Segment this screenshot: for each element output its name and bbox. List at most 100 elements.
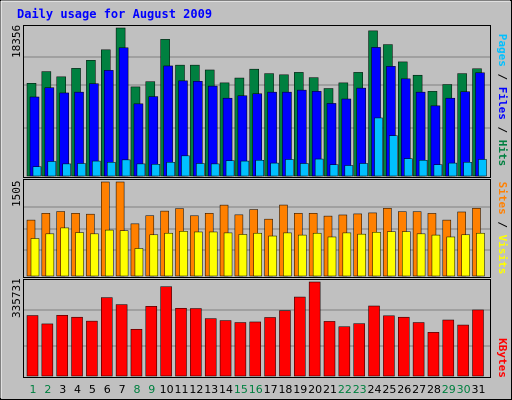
hits-pages-bar-day-26	[404, 158, 413, 177]
hits-pages-bar-day-1	[32, 166, 42, 177]
hits-pages-bar-day-12	[196, 163, 205, 177]
day-label-27: 27	[412, 383, 426, 396]
hits-files-bar-day-1	[29, 96, 40, 177]
visits-sites-bar-day-25	[387, 231, 396, 277]
files-legend-label: Files	[496, 87, 509, 120]
hits-pages-bar-day-17	[270, 162, 279, 177]
day-label-8: 8	[133, 383, 140, 396]
hits-pages-bar-day-27	[418, 160, 428, 177]
visits-sites-bar-day-17	[268, 235, 277, 277]
visits-sites-bar-day-23	[357, 233, 366, 277]
day-label-1: 1	[30, 383, 37, 396]
visits-sites-bar-day-31	[476, 232, 485, 277]
day-label-22: 22	[338, 383, 352, 396]
hits-files-bar-day-10	[163, 65, 173, 177]
hits-files-bar-day-12	[193, 81, 203, 177]
hits-max-label: 18356	[10, 25, 23, 58]
hits-pages-bar-day-9	[151, 164, 161, 177]
day-label-24: 24	[368, 383, 382, 396]
visits-sites-bar-day-24	[372, 232, 381, 277]
day-label-15: 15	[234, 383, 248, 396]
hits-pages-bar-day-31	[478, 159, 487, 177]
visits-sites-bar-day-4	[75, 232, 84, 277]
day-label-5: 5	[89, 383, 96, 396]
hits-pages-bar-day-18	[285, 159, 294, 177]
visits-sites-bar-day-3	[60, 227, 69, 277]
hits-pages-bar-day-8	[136, 163, 146, 177]
kbytes-kbytes-bar-day-22	[338, 326, 351, 377]
kbytes-kbytes-bar-day-4	[71, 316, 83, 377]
kbytes-kbytes-bar-day-20	[308, 281, 321, 377]
sites-legend-label: Sites	[496, 182, 509, 215]
kbytes-kbytes-bar-day-14	[219, 320, 232, 377]
day-label-31: 31	[472, 383, 486, 396]
day-label-16: 16	[249, 383, 263, 396]
hits-pages-bar-day-4	[77, 163, 86, 177]
kbytes-kbytes-bar-day-2	[41, 323, 54, 377]
kbytes-kbytes-bar-day-8	[130, 328, 143, 377]
day-label-30: 30	[457, 383, 471, 396]
visits-sites-bar-day-12	[194, 231, 203, 277]
day-label-20: 20	[308, 383, 322, 396]
visits-sites-bar-day-19	[298, 234, 307, 277]
hits-legend: Pages / Files / Hits	[496, 34, 509, 167]
visits-sites-bar-day-15	[238, 234, 248, 277]
visits-sites-bar-day-20	[312, 232, 322, 277]
kbytes-kbytes-bar-day-19	[294, 296, 306, 377]
visits-max-label: 1505	[10, 181, 23, 208]
visits-sites-bar-day-10	[164, 232, 173, 277]
hits-pages-bar-day-15	[240, 160, 250, 177]
kbytes-kbytes-bar-day-31	[472, 309, 484, 377]
hits-pages-bar-day-21	[329, 164, 339, 177]
hits-pages-bar-day-22	[344, 165, 354, 177]
hits-pages-bar-day-3	[62, 163, 71, 177]
visits-sites-bar-day-11	[179, 231, 188, 277]
kbytes-kbytes-bar-day-26	[398, 316, 410, 377]
day-labels: 1 2 3 4 5 6 7 8 9 10 11 12 13 14 15 16 17 18 19 20 21 22 23 24 2…	[30, 383, 486, 396]
hits-pages-bar-day-29	[448, 162, 458, 177]
kbytes-kbytes-bar-day-12	[190, 308, 202, 377]
kbytes-kbytes-bar-day-27	[412, 322, 425, 377]
kbytes-kbytes-bar-day-21	[323, 321, 336, 377]
day-label-2: 2	[44, 383, 51, 396]
chart-title: Daily usage for August 2009	[17, 7, 212, 21]
visits-sites-bar-day-18	[283, 232, 292, 277]
visits-sites-bar-day-14	[223, 232, 233, 277]
hits-pages-bar-day-19	[300, 163, 309, 177]
kbytes-legend: KBytes	[496, 338, 509, 378]
kbytes-bars	[26, 281, 484, 377]
kbytes-kbytes-bar-day-5	[86, 320, 98, 377]
kbytes-kbytes-bar-day-30	[457, 324, 469, 377]
day-label-25: 25	[382, 383, 396, 396]
kbytes-kbytes-bar-day-29	[442, 319, 455, 377]
day-label-29: 29	[442, 383, 456, 396]
day-label-19: 19	[293, 383, 307, 396]
visits-sites-bar-day-1	[30, 238, 40, 277]
day-label-7: 7	[119, 383, 126, 396]
visits-sites-bar-day-26	[402, 231, 411, 277]
kbytes-legend-label: KBytes	[496, 338, 509, 378]
hits-pages-bar-day-7	[121, 159, 131, 177]
hits-pages-bar-day-14	[225, 160, 235, 177]
day-label-6: 6	[104, 383, 111, 396]
kbytes-kbytes-bar-day-11	[175, 307, 187, 377]
kbytes-kbytes-bar-day-15	[234, 322, 247, 377]
hits-files-bar-day-22	[341, 98, 352, 177]
hits-files-bar-day-13	[207, 85, 218, 177]
day-label-14: 14	[219, 383, 233, 396]
hits-bars	[26, 27, 487, 177]
visits-sites-bar-day-28	[431, 234, 441, 277]
hits-pages-bar-day-30	[463, 162, 472, 177]
kbytes-kbytes-bar-day-7	[115, 304, 128, 377]
day-label-3: 3	[59, 383, 66, 396]
visits-sites-bar-day-16	[253, 232, 262, 277]
hits-files-bar-day-23	[356, 87, 366, 177]
hits-pages-bar-day-5	[92, 160, 101, 177]
day-label-17: 17	[264, 383, 278, 396]
day-label-11: 11	[175, 383, 189, 396]
day-label-18: 18	[278, 383, 292, 396]
kbytes-kbytes-bar-day-17	[264, 317, 276, 377]
visits-sites-bar-day-9	[149, 234, 159, 277]
